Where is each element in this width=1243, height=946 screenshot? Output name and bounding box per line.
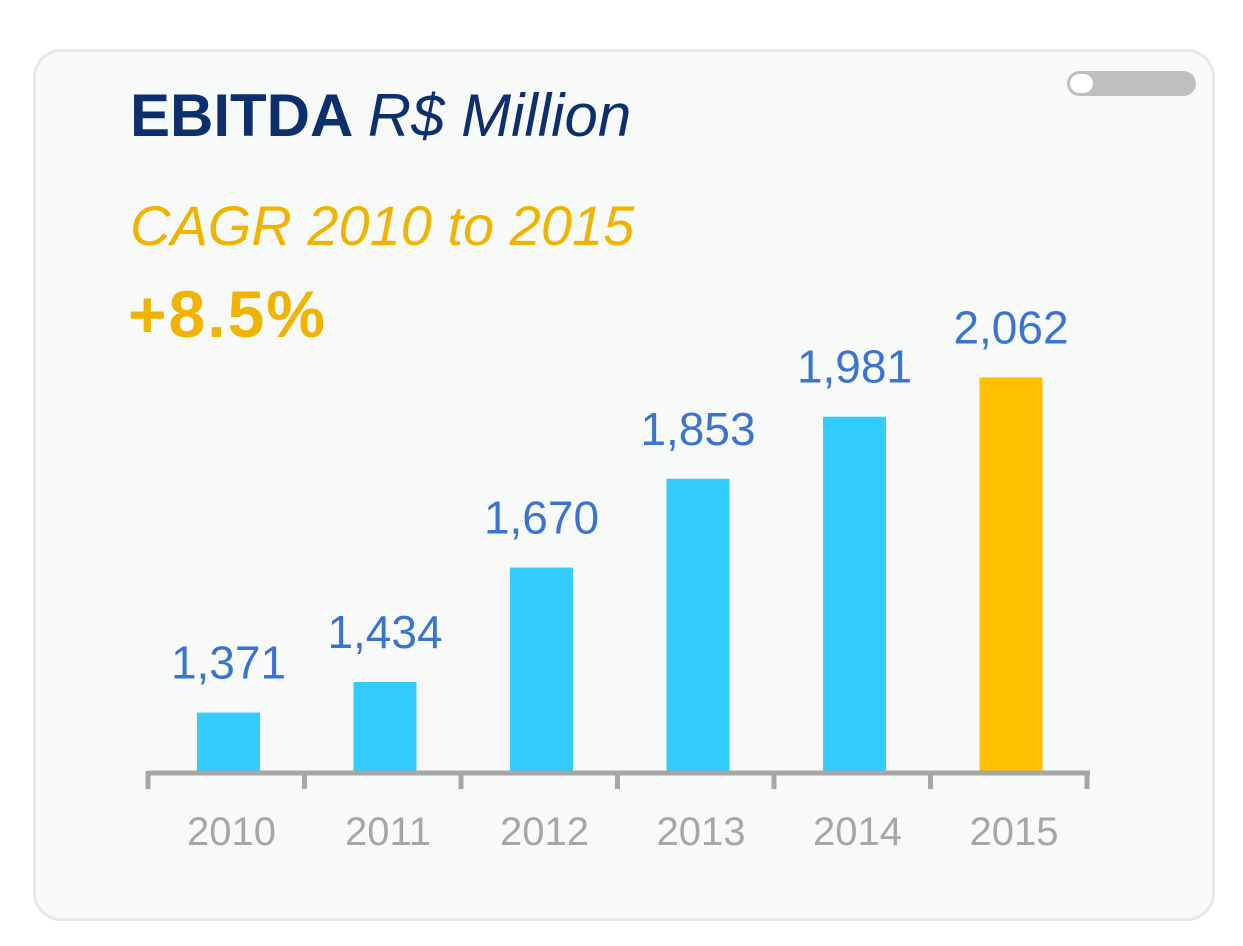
toggle-knob (1070, 74, 1093, 93)
bar-2011 (353, 682, 417, 771)
cagr-value: +8.5% (128, 277, 327, 351)
bar-2012 (510, 567, 573, 771)
x-tick-label-2012: 2012 (500, 810, 589, 854)
x-tick-label-2014: 2014 (813, 810, 902, 854)
value-label-2012: 1,670 (484, 492, 599, 544)
title-metric: EBITDA (130, 82, 352, 149)
x-tick-label-2015: 2015 (970, 810, 1059, 854)
chart-title: EBITDA R$ Million (130, 80, 631, 152)
bar-2010 (197, 712, 260, 771)
x-tick-label-2010: 2010 (187, 810, 276, 854)
value-label-2014: 1,981 (797, 341, 912, 393)
bar-2014 (823, 416, 886, 771)
bar-2015 (979, 377, 1043, 771)
title-unit: R$ Million (367, 82, 632, 149)
toggle-switch[interactable] (1067, 71, 1196, 96)
x-tick-label-2011: 2011 (345, 810, 431, 854)
bar-2013 (666, 478, 730, 771)
value-label-2010: 1,371 (171, 637, 286, 689)
value-label-2011: 1,434 (327, 606, 442, 658)
value-label-2015: 2,062 (953, 301, 1068, 353)
x-tick-label-2013: 2013 (657, 810, 746, 854)
value-label-2013: 1,853 (640, 403, 755, 455)
cagr-label: CAGR 2010 to 2015 (130, 194, 635, 257)
